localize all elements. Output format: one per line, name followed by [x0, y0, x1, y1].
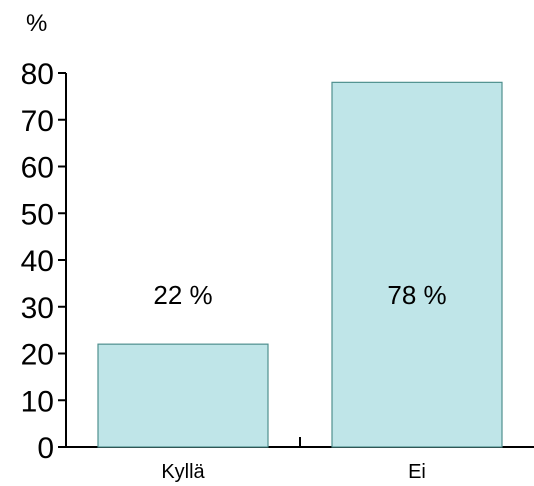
category-labels: Kyllä Ei: [161, 461, 426, 483]
y-axis: 0 10 20 30 40 50 60 70 80: [21, 58, 67, 465]
bar-value-label: 22 %: [153, 280, 212, 310]
y-tick-label: 20: [21, 339, 54, 372]
y-tick-label: 70: [21, 105, 54, 138]
bar-1: [97, 343, 269, 448]
y-tick-label: 10: [21, 385, 54, 418]
y-unit-label: %: [26, 10, 47, 37]
y-tick-label: 0: [37, 432, 54, 465]
y-tick-label: 30: [21, 292, 54, 325]
data-labels: 22 % 78 %: [153, 280, 446, 310]
y-tick-label: 50: [21, 198, 54, 231]
x-category-label: Kyllä: [161, 461, 205, 483]
bar-value-label: 78 %: [387, 280, 446, 310]
x-category-label: Ei: [408, 461, 426, 483]
y-tick-label: 60: [21, 152, 54, 185]
bars: [97, 81, 503, 448]
y-tick-label: 40: [21, 245, 54, 278]
bar-2: [331, 81, 503, 448]
y-tick-label: 80: [21, 58, 54, 91]
